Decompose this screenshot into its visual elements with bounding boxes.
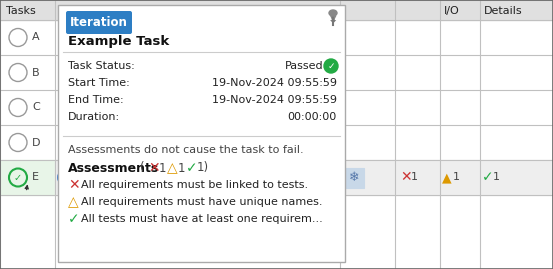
Text: All tests must have at least one requirem...: All tests must have at least one require… (81, 214, 323, 224)
Text: ⬇: ⬇ (328, 12, 338, 26)
Text: ✓: ✓ (482, 171, 494, 185)
Text: Details: Details (484, 6, 523, 16)
Text: C: C (32, 102, 40, 112)
Text: ✕: ✕ (400, 171, 411, 185)
Text: 1: 1 (411, 172, 418, 182)
Text: B: B (32, 68, 40, 77)
FancyBboxPatch shape (66, 11, 132, 34)
Text: Iteration: Iteration (70, 16, 128, 29)
Text: △: △ (167, 161, 178, 175)
Bar (0, 160, 55, 195)
Text: Task Status:: Task Status: (68, 61, 135, 71)
Text: 1: 1 (178, 161, 185, 175)
Text: 19-Nov-2024 09:55:59: 19-Nov-2024 09:55:59 (212, 95, 337, 105)
Text: A: A (32, 33, 40, 43)
Text: ✕: ✕ (68, 178, 80, 192)
Bar (58, 5, 345, 262)
Ellipse shape (329, 10, 337, 16)
Text: ✕: ✕ (148, 161, 160, 175)
Text: End Time:: End Time: (68, 95, 124, 105)
Text: ❄: ❄ (349, 171, 359, 184)
Bar (344, 168, 364, 187)
Text: i: i (65, 172, 69, 182)
Bar (0, 0, 553, 20)
Text: Start Time:: Start Time: (68, 78, 130, 88)
Text: •••: ••• (74, 172, 92, 182)
Text: Duration:: Duration: (68, 112, 120, 122)
Text: Assessments: Assessments (68, 161, 159, 175)
Circle shape (324, 59, 338, 73)
Text: 00:00:00: 00:00:00 (288, 112, 337, 122)
Text: Example Task: Example Task (68, 36, 169, 48)
Text: ✓: ✓ (327, 62, 335, 70)
Text: 1: 1 (159, 161, 166, 175)
Text: Tasks: Tasks (6, 6, 36, 16)
Text: ✓: ✓ (68, 212, 80, 226)
Text: (: ( (140, 161, 145, 175)
Text: ▼: ▼ (330, 15, 336, 23)
Text: ▲: ▲ (442, 171, 452, 184)
Text: Passed: Passed (284, 61, 323, 71)
Bar (55, 160, 553, 195)
Text: Assessments do not cause the task to fail.: Assessments do not cause the task to fai… (68, 145, 304, 155)
Text: ✓: ✓ (186, 161, 197, 175)
Text: 1): 1) (197, 161, 209, 175)
Text: D: D (32, 137, 40, 147)
Text: 19-Nov-2024 09:55:59: 19-Nov-2024 09:55:59 (212, 78, 337, 88)
Text: E: E (32, 172, 39, 182)
Text: △: △ (68, 195, 79, 209)
Text: All requirements must be linked to tests.: All requirements must be linked to tests… (81, 180, 308, 190)
Text: 1: 1 (493, 172, 500, 182)
Text: I/O: I/O (444, 6, 460, 16)
Text: ✓: ✓ (14, 172, 22, 182)
Text: 1: 1 (453, 172, 460, 182)
Text: All requirements must have unique names.: All requirements must have unique names. (81, 197, 322, 207)
